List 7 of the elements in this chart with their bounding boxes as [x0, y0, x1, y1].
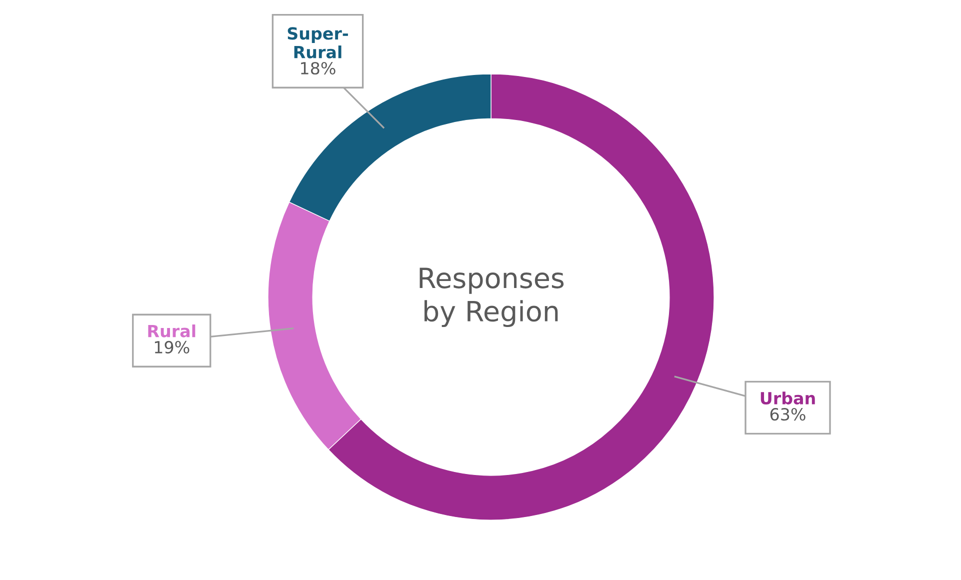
data-label: 19% — [154, 340, 190, 354]
data-label: 18% — [301, 62, 336, 75]
data-label: 63% — [770, 408, 806, 421]
text: Responses by Region — [420, 268, 564, 328]
slice-label: Rural — [148, 324, 196, 338]
slice-label: Super- Rural — [288, 27, 348, 58]
slice-label: Urban — [760, 392, 815, 404]
